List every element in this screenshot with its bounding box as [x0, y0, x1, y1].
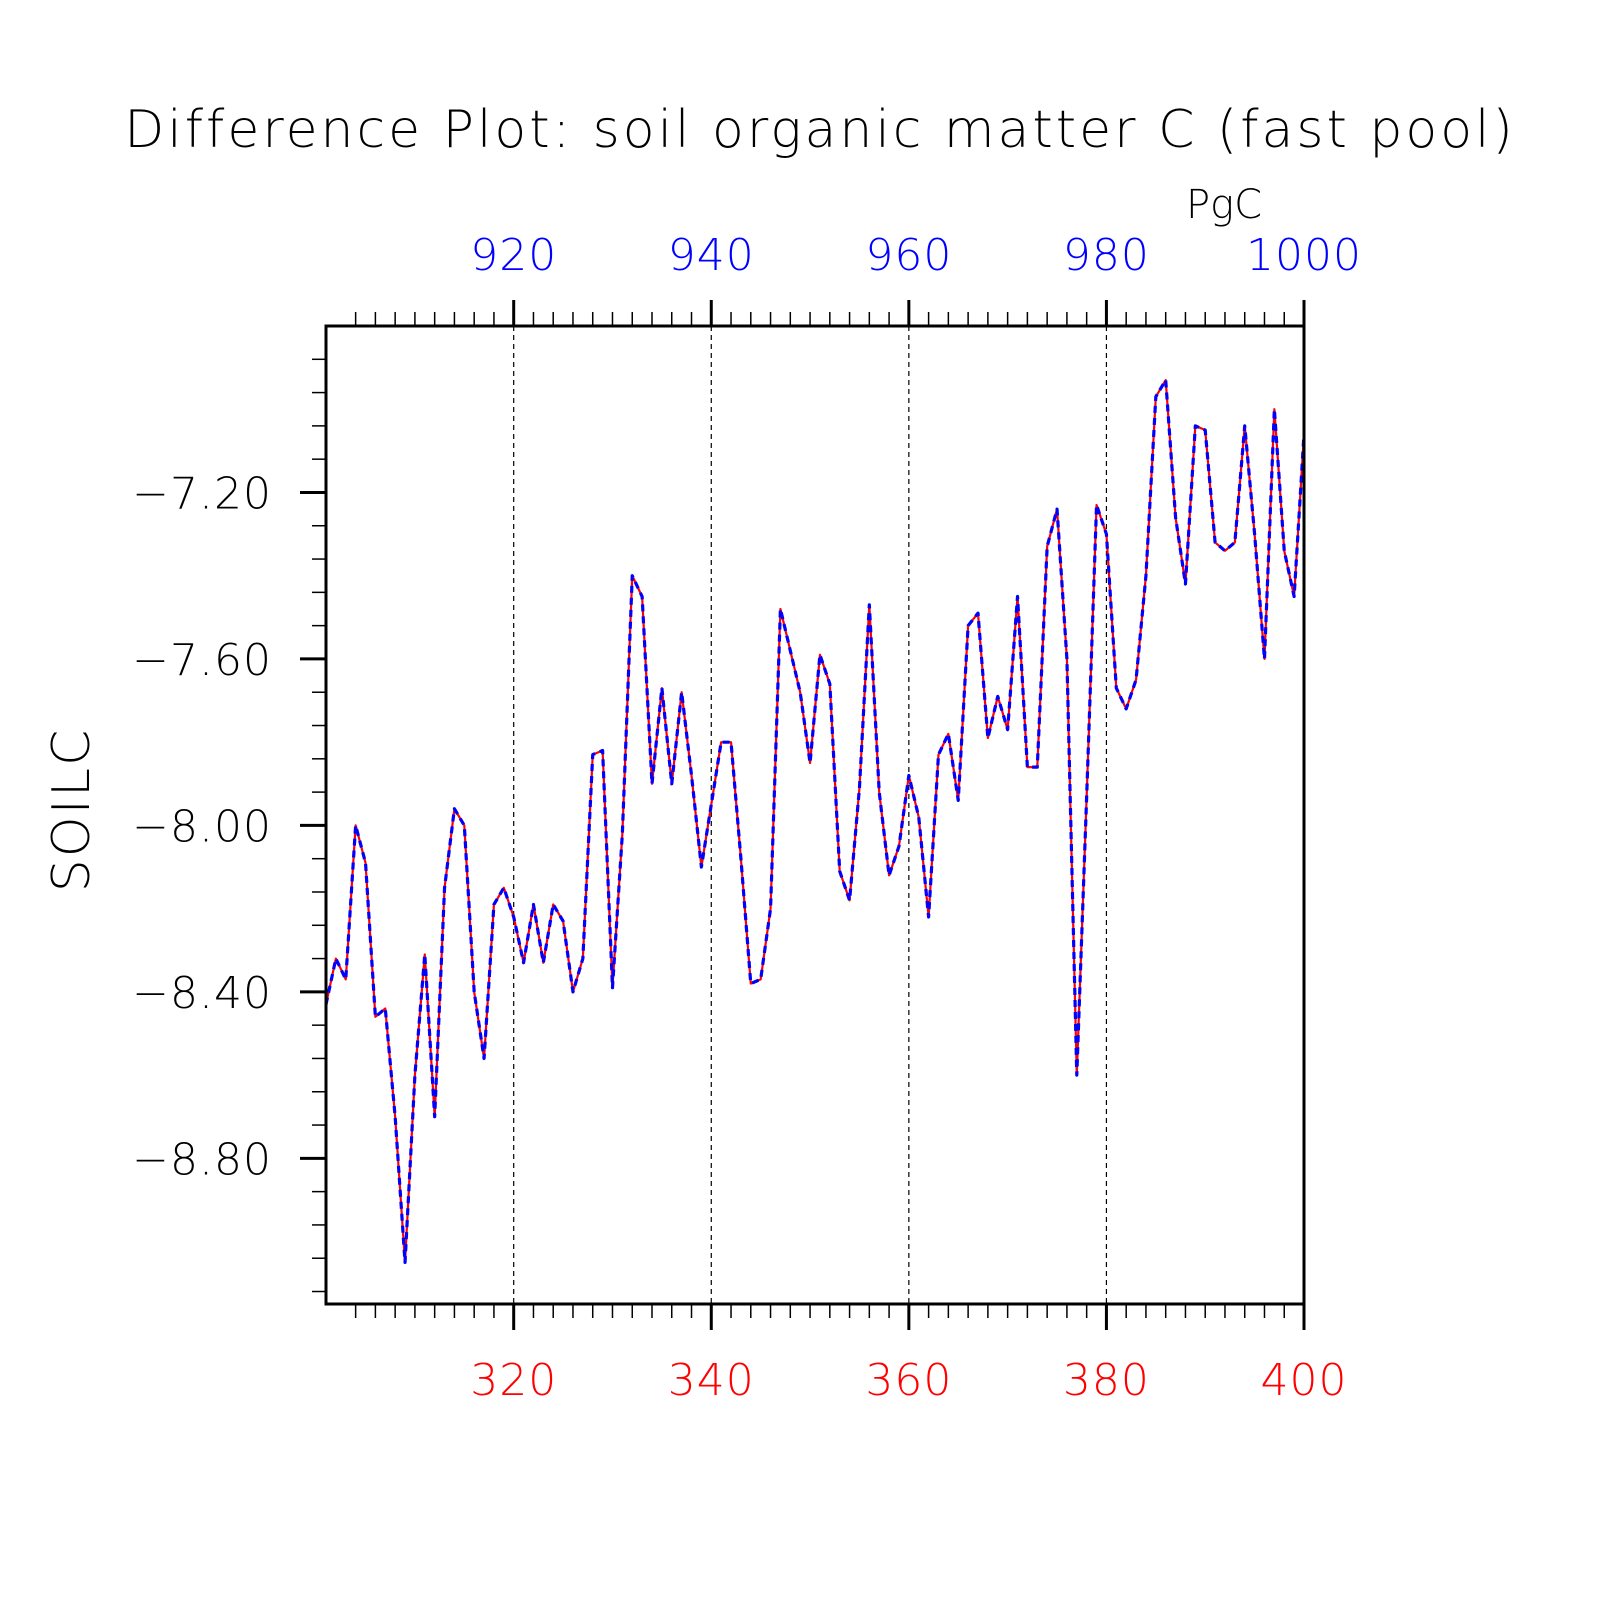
series-line-red-solid [324, 379, 1306, 1264]
plot-frame [324, 324, 1306, 1306]
axis-ticks [300, 300, 1306, 1330]
data-series [324, 378, 1306, 1264]
y-axis-label: SOILC [42, 728, 102, 893]
units-label: PgC [1186, 182, 1262, 228]
bottom-tick-label-360: 360 [865, 1355, 952, 1406]
top-tick-label-920: 920 [470, 230, 557, 281]
y-tick-label-0: −8.80 [132, 1134, 272, 1185]
top-tick-label-940: 940 [668, 230, 755, 281]
series-line-blue-dashed [324, 378, 1306, 1264]
top-tick-label-1000: 1000 [1246, 230, 1362, 281]
y-tick-label-4: −7.20 [132, 468, 272, 519]
top-tick-label-960: 960 [865, 230, 952, 281]
tick-labels: 320 340 360 380 400 920 940 960 980 1000 −8.80 −8.4… [132, 230, 1362, 1406]
y-tick-label-3: −7.60 [132, 635, 272, 686]
top-tick-label-980: 980 [1063, 230, 1150, 281]
y-tick-label-1: −8.40 [132, 968, 272, 1019]
y-tick-label-2: −8.00 [132, 801, 272, 852]
vertical-gridlines [513, 326, 1108, 1304]
bottom-tick-label-400: 400 [1261, 1355, 1348, 1406]
bottom-tick-label-320: 320 [470, 1355, 557, 1406]
bottom-tick-label-340: 340 [668, 1355, 755, 1406]
bottom-tick-label-380: 380 [1063, 1355, 1150, 1406]
chart-title: Difference Plot: soil organic matter C (… [124, 100, 1516, 160]
